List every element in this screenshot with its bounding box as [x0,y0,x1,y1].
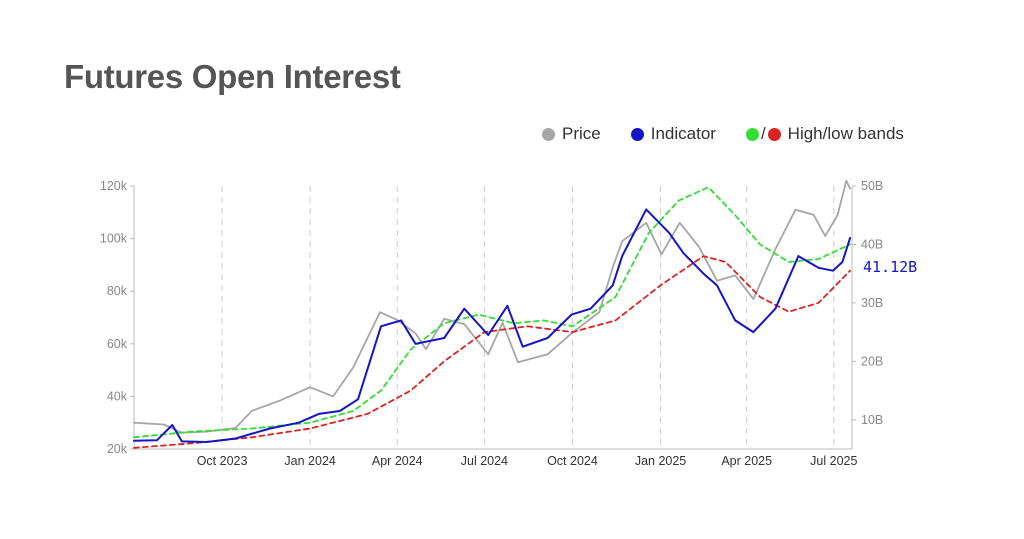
price-line [133,179,851,434]
y-right-tick-label: 30B [861,296,883,310]
legend-label-bands: High/low bands [787,124,904,143]
y-left-tick-label: 60k [107,337,128,351]
x-tick-label: Oct 2023 [197,454,248,468]
y-right-tick-label: 40B [861,237,883,251]
price-dot-icon [542,127,555,141]
legend-label-price: Price [562,124,601,143]
indicator-dot-icon [630,127,644,141]
chart-grid [221,186,835,449]
legend-item-indicator[interactable]: Indicator [630,124,716,144]
indicator-last-value-label: 41.12B [863,258,917,276]
x-tick-label: Apr 2025 [721,454,772,468]
x-tick-label: Jul 2024 [461,454,508,468]
y-left-tick-label: 20k [107,442,128,456]
legend-item-price[interactable]: Price [542,124,601,144]
y-left-tick-label: 40k [107,389,128,403]
y-left-tick-label: 100k [100,232,128,246]
high-band-dot-icon [745,127,759,141]
y-left-tick-label: 80k [107,284,128,298]
chart-legend: Price Indicator / High/low bands [542,124,904,144]
legend-label-indicator: Indicator [650,124,716,143]
high-band-line [133,186,851,439]
legend-item-bands[interactable]: / High/low bands [745,124,904,144]
x-tick-label: Jan 2024 [284,454,335,468]
chart-axes [130,185,856,450]
x-tick-label: Apr 2024 [372,454,423,468]
y-right-tick-label: 10B [861,413,883,427]
chart-tick-labels: Oct 2023 Jan 2024 Apr 2024 Jul 2024 Oct 2024… [100,179,917,468]
x-tick-label: Oct 2024 [547,454,598,468]
x-tick-label: Jul 2025 [810,454,857,468]
indicator-line [133,208,852,443]
legend-bands-separator: / [760,124,766,143]
chart-title: Futures Open Interest [64,58,401,95]
x-tick-label: Jan 2025 [635,454,686,468]
chart-series [133,179,852,449]
y-right-tick-label: 50B [861,179,883,193]
low-band-dot-icon [767,127,781,141]
y-left-tick-label: 120k [100,179,128,193]
low-band-line [133,255,851,449]
y-right-tick-label: 20B [861,354,883,368]
